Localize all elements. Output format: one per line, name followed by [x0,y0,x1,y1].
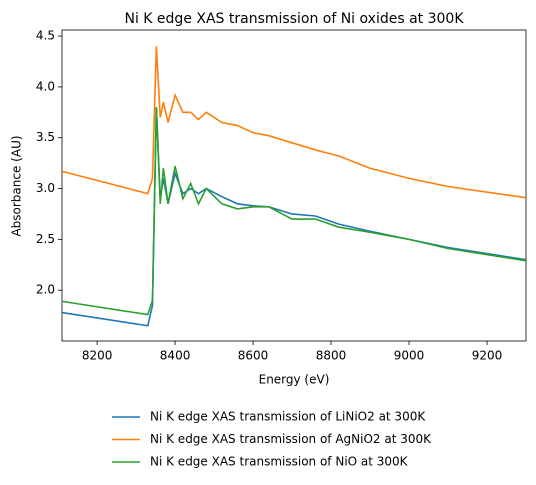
legend-label: Ni K edge XAS transmission of LiNiO2 at … [150,410,426,424]
x-tick-label: 8400 [160,349,191,363]
x-tick-label: 9000 [394,349,425,363]
chart-title: Ni K edge XAS transmission of Ni oxides … [124,11,464,27]
legend-label: Ni K edge XAS transmission of AgNiO2 at … [150,432,432,446]
data-line [62,107,526,316]
y-tick-label: 2.0 [36,283,55,297]
y-axis-label: Absorbance (AU) [10,135,24,236]
data-line [62,46,526,199]
plot-frame [61,29,527,342]
y-tick-label: 4.0 [36,79,55,93]
y-tick-label: 3.5 [36,130,55,144]
x-tick-label: 9200 [472,349,503,363]
data-line [62,107,526,327]
y-tick-label: 2.5 [36,232,55,246]
y-tick-label: 3.0 [36,181,55,195]
x-tick-label: 8800 [316,349,347,363]
legend-label: Ni K edge XAS transmission of NiO at 300… [150,455,409,469]
x-tick-label: 8200 [82,349,113,363]
x-tick-label: 8600 [238,349,269,363]
x-axis-label: Energy (eV) [259,373,330,387]
y-tick-label: 4.5 [36,29,55,43]
